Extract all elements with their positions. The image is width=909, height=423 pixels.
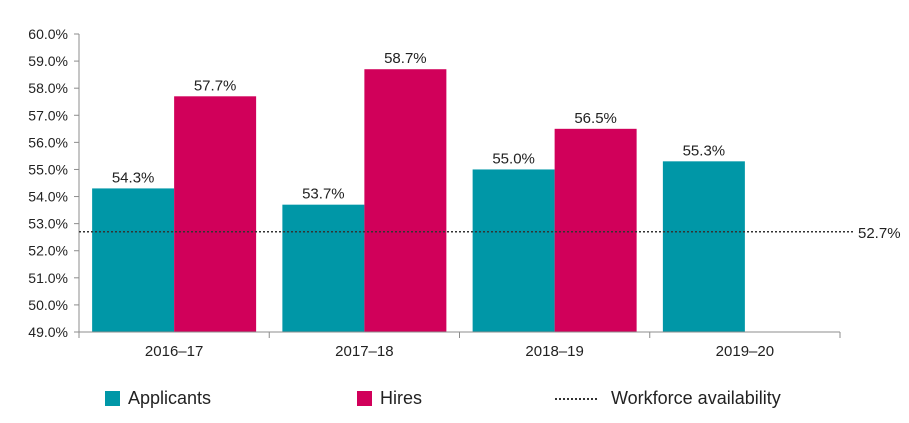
x-tick-label: 2017–18 xyxy=(335,343,393,360)
legend-item-hires: Hires xyxy=(357,388,422,409)
bar-applicants xyxy=(662,161,745,332)
x-tick-label: 2018–19 xyxy=(525,343,583,360)
bar-value-label: 55.3% xyxy=(683,142,726,159)
bar-applicants xyxy=(472,169,555,332)
y-tick-label: 56.0% xyxy=(28,134,68,150)
bar-value-label: 58.7% xyxy=(384,50,427,67)
bar-value-label: 53.7% xyxy=(302,186,345,203)
y-tick-label: 49.0% xyxy=(28,324,68,340)
y-tick-label: 58.0% xyxy=(28,80,68,96)
workforce-availability-label: 52.7% xyxy=(858,225,901,242)
bar-chart: 49.0% 50.0% 51.0% 52.0% 53.0% 54.0% 55.0% 56.0%… xyxy=(28,26,901,360)
legend-label-workforce-availability: Workforce availability xyxy=(611,388,781,408)
chart-legend: Applicants Hires Workforce availability xyxy=(0,388,909,418)
y-tick-label: 59.0% xyxy=(28,53,68,69)
legend-label-hires: Hires xyxy=(380,388,423,408)
bar-value-label: 55.0% xyxy=(492,150,535,167)
x-tick-label: 2016–17 xyxy=(145,343,203,360)
legend-label-applicants: Applicants xyxy=(128,388,212,408)
x-tick-label: 2019–20 xyxy=(716,343,774,360)
legend-swatch-applicants xyxy=(105,391,120,406)
bar-hires xyxy=(554,128,637,332)
bar-hires xyxy=(174,96,257,333)
y-tick-label: 50.0% xyxy=(28,297,68,313)
legend-dotted-line xyxy=(555,397,597,400)
legend-swatch-hires xyxy=(357,391,372,406)
legend-item-applicants: Applicants xyxy=(105,388,211,409)
y-tick-label: 53.0% xyxy=(28,216,68,232)
legend-item-workforce-availability: Workforce availability xyxy=(555,388,781,409)
bar-hires xyxy=(364,69,447,332)
bar-applicants xyxy=(92,188,175,332)
y-tick-label: 52.0% xyxy=(28,243,68,259)
y-tick-label: 51.0% xyxy=(28,270,68,286)
y-tick-label: 54.0% xyxy=(28,189,68,205)
y-tick-label: 57.0% xyxy=(28,107,68,123)
y-tick-label: 60.0% xyxy=(28,26,68,42)
bar-value-label: 56.5% xyxy=(574,110,617,127)
bar-value-label: 57.7% xyxy=(194,77,237,94)
bar-applicants xyxy=(282,204,365,332)
bar-value-label: 54.3% xyxy=(112,169,155,186)
y-tick-label: 55.0% xyxy=(28,161,68,177)
